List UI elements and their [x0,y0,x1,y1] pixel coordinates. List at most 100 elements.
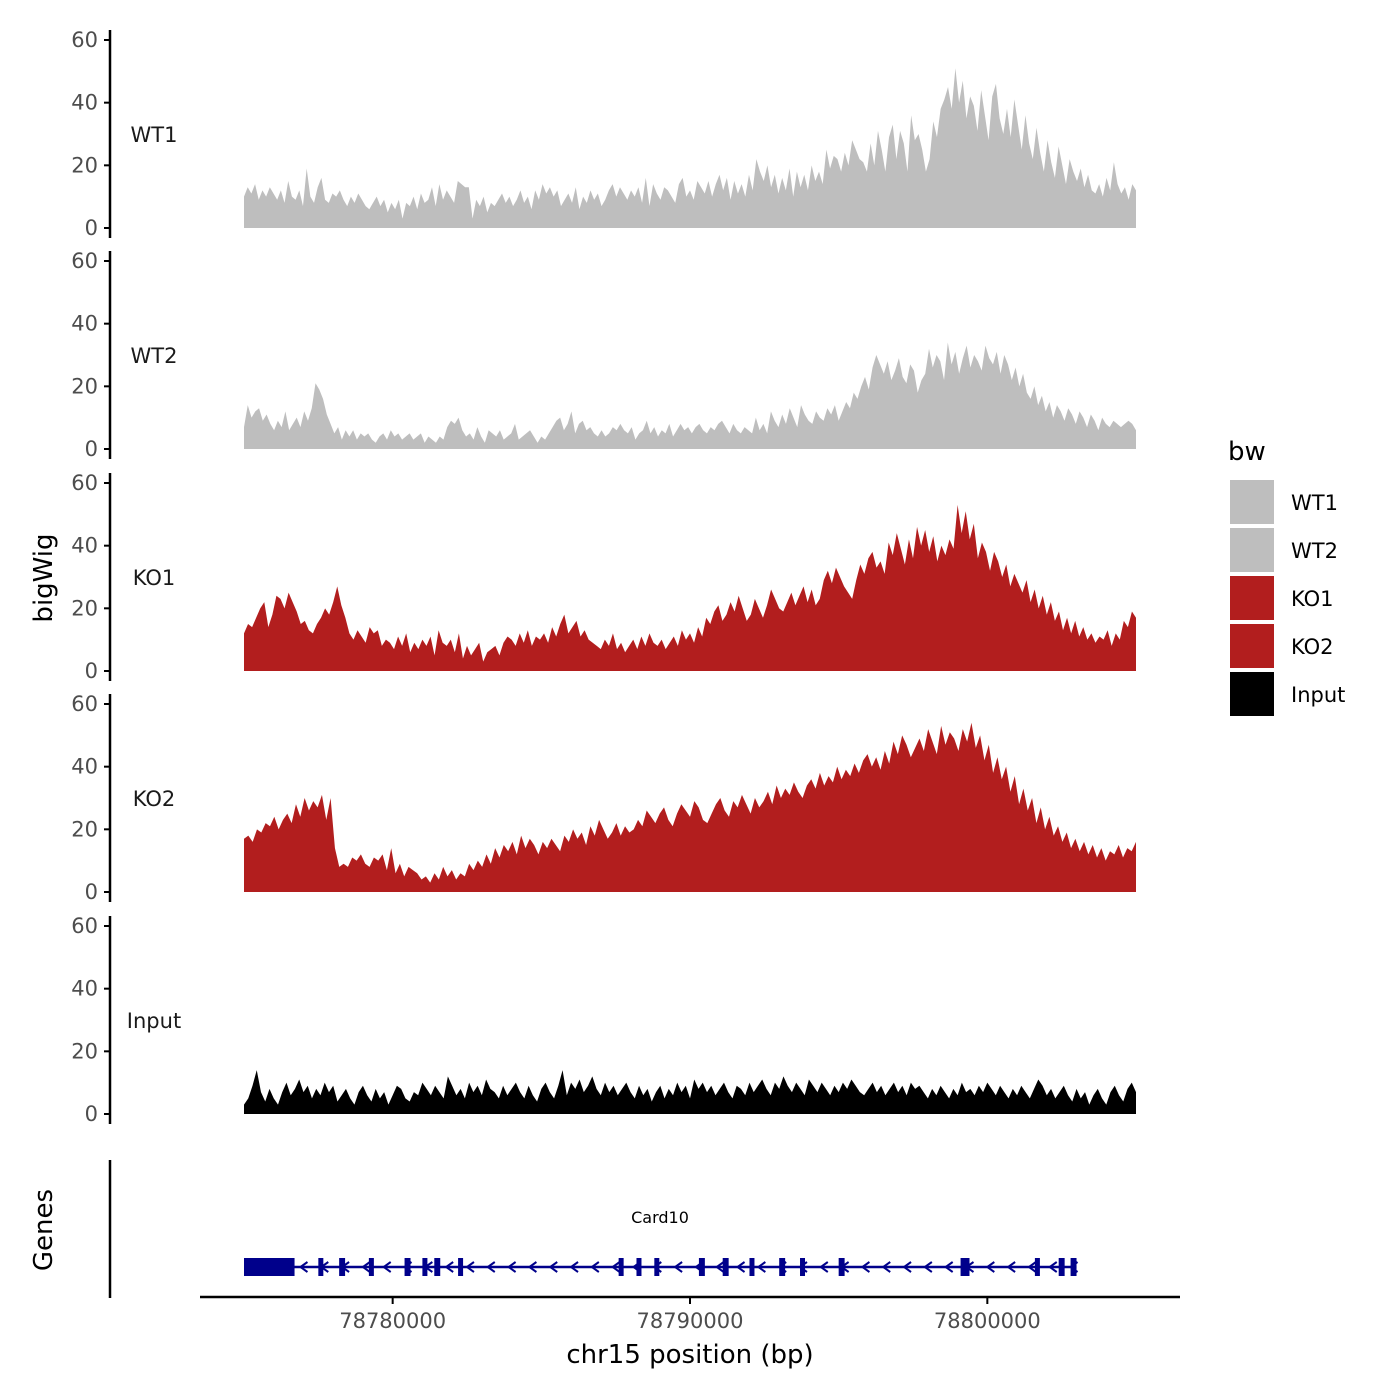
gene-exon [960,1258,970,1276]
gene-exon [404,1258,411,1276]
signal-area [244,722,1136,892]
track-label: WT2 [131,344,178,368]
y-tick-label: 20 [71,817,98,841]
gene-exon [1058,1258,1065,1276]
legend-key-wt1 [1230,480,1274,524]
gene-exon [838,1258,845,1276]
gene-exon [722,1258,729,1276]
strand-arrow [985,1261,995,1273]
track-input: 0 20 40 60 Input [71,914,1136,1126]
strand-arrow [1006,1261,1016,1273]
gene-exon [339,1258,346,1276]
legend-key-wt2 [1230,528,1274,572]
strand-arrow [756,1261,766,1273]
strand-arrow [881,1261,891,1273]
y-tick-label: 0 [85,216,98,240]
y-tick-label: 60 [71,692,98,716]
y-tick-label: 40 [71,534,98,558]
legend: bw WT1 WT2 KO1 KO2 Input [1228,437,1345,716]
strand-arrow [1027,1261,1037,1273]
track-ko2: 0 20 40 60 KO2 [71,692,1136,904]
y-tick-label: 40 [71,312,98,336]
strand-arrow [715,1261,725,1273]
y-tick-label: 20 [71,596,98,620]
track-label: KO1 [133,566,176,590]
gene-exon [618,1258,624,1276]
gene-exon [1070,1258,1077,1276]
y-tick-label: 0 [85,659,98,683]
strand-arrow [486,1261,496,1273]
y-tick-label: 40 [71,977,98,1001]
x-axis: 78780000 78790000 78800000 [200,1295,1180,1333]
strand-arrow [943,1261,954,1273]
x-axis-title: chr15 position (bp) [566,1340,813,1370]
gene-track-title: Genes [29,1189,59,1271]
strand-arrow [465,1261,475,1273]
gene-name-label: Card10 [631,1208,689,1227]
legend-key-ko1 [1230,576,1274,620]
signal-area [244,342,1136,449]
y-tick-label: 0 [85,880,98,904]
signal-area [244,504,1136,671]
legend-key-input [1230,672,1274,716]
signal-area [244,68,1136,228]
track-wt1: 0 20 40 60 WT1 [71,28,1136,240]
strand-arrow [735,1261,746,1273]
y-tick-label: 20 [71,374,98,398]
gene-exon [368,1258,374,1276]
gene-exon [800,1258,806,1276]
gene-exon [654,1258,660,1276]
signal-tracks: 0 20 40 60 WT1 0 20 40 60 WT2 0 20 40 60 KO1 0 20 40 60 KO2… [71,28,1136,1126]
track-label: KO2 [133,787,176,811]
track-label: Input [127,1009,181,1033]
y-tick-label: 20 [71,1039,98,1063]
y-tick-label: 40 [71,755,98,779]
gene-exon [244,1258,295,1276]
strand-arrow [361,1261,371,1273]
strand-arrow [506,1261,517,1273]
gene-exon [698,1258,705,1276]
gene-track: Card10 [108,1160,1079,1298]
strand-arrow [860,1261,871,1273]
gene-exon [779,1258,786,1276]
strand-arrow [569,1261,579,1273]
gene-exon [636,1258,642,1276]
strand-arrow [381,1261,392,1273]
strand-arrow [902,1261,912,1273]
strand-arrow [673,1261,683,1273]
gene-exon [1034,1258,1040,1276]
track-wt2: 0 20 40 60 WT2 [71,249,1136,461]
y-tick-label: 60 [71,249,98,273]
y-tick-label: 0 [85,1102,98,1126]
gene-exon [422,1258,428,1276]
y-tick-label: 0 [85,437,98,461]
y-tick-label: 40 [71,91,98,115]
y-tick-label: 60 [71,471,98,495]
gene-exon [749,1258,755,1276]
gene-exon [318,1258,324,1276]
legend-label: Input [1291,683,1345,707]
y-axis-title: bigWig [29,533,59,622]
y-tick-label: 20 [71,153,98,177]
strand-arrow [610,1261,621,1273]
y-tick-label: 60 [71,914,98,938]
legend-label: KO1 [1291,587,1334,611]
legend-key-ko2 [1230,624,1274,668]
track-ko1: 0 20 40 60 KO1 [71,471,1136,683]
y-tick-label: 60 [71,28,98,52]
legend-label: WT1 [1291,491,1338,515]
strand-arrow [923,1261,933,1273]
x-tick-label: 78780000 [339,1309,446,1333]
strand-arrow [1048,1261,1058,1273]
strand-arrow [819,1261,829,1273]
gene-exon [434,1258,441,1276]
strand-arrow [590,1261,600,1273]
x-tick-label: 78800000 [934,1309,1041,1333]
gene-exon [458,1258,464,1276]
legend-label: KO2 [1291,635,1334,659]
strand-arrow [298,1261,309,1273]
strand-arrow [527,1261,537,1273]
signal-area [244,1070,1136,1114]
